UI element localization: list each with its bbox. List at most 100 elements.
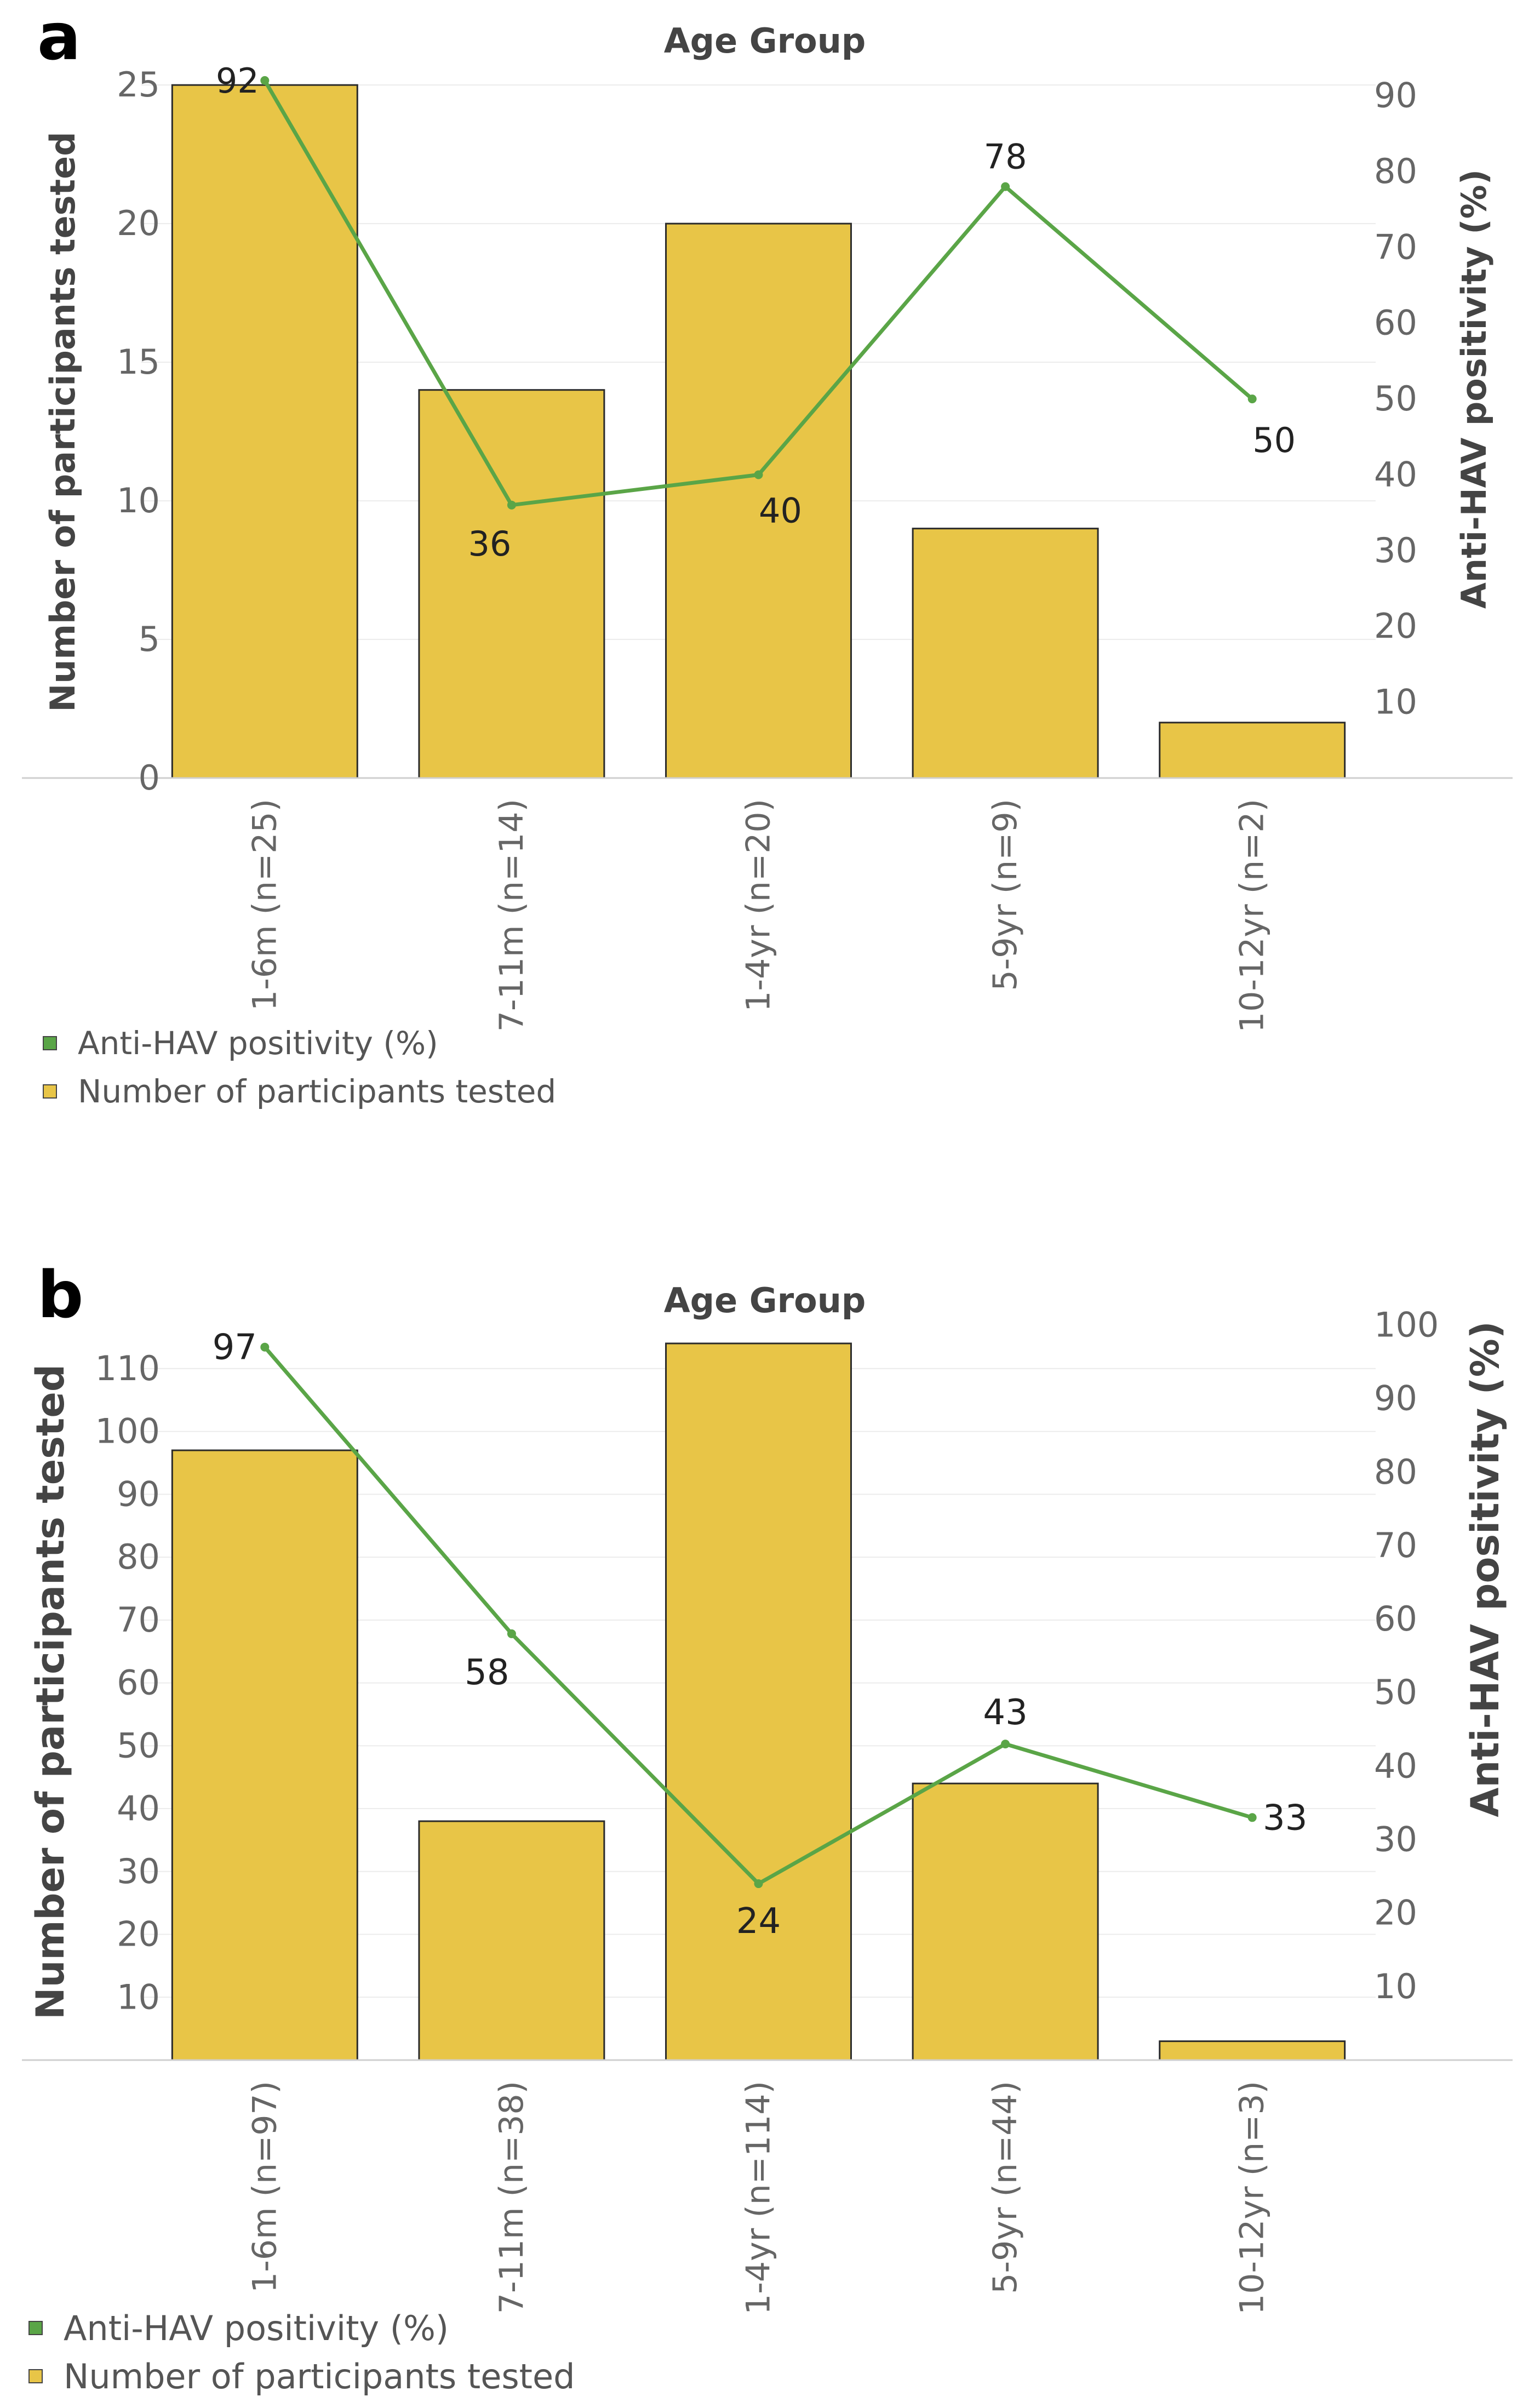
right-tick-label: 20: [1374, 606, 1417, 646]
legend-bar-swatch: [43, 1084, 57, 1099]
right-tick-label: 100: [1374, 1305, 1439, 1345]
left-tick-label: 110: [95, 1348, 160, 1388]
chart-b-legend: Anti-HAV positivity (%) Number of partic…: [28, 2304, 575, 2400]
left-tick-label: 20: [117, 203, 160, 243]
panel-letter-a: a: [37, 0, 81, 75]
right-tick-label: 70: [1374, 1525, 1417, 1565]
right-tick-label: 10: [1374, 1966, 1417, 2006]
left-tick-label: 0: [139, 758, 160, 798]
chart-b-plot: 10 20 30 40 50 60 70 80 90 100 110 10 20 30 40 50 60 70 80…: [22, 1305, 1513, 2315]
category-label: 1-6m (n=25): [245, 799, 284, 1011]
legend-line-swatch: [43, 1036, 57, 1050]
line-point-5: [1247, 394, 1257, 404]
category-label: 7-11m (n=38): [493, 2081, 531, 2314]
bar-5: [1159, 2040, 1346, 2061]
bar-5: [1159, 722, 1346, 779]
right-tick-label: 80: [1374, 1452, 1417, 1492]
left-tick-label: 60: [117, 1663, 160, 1703]
left-tick-label: 5: [139, 619, 160, 659]
left-tick-label: 40: [117, 1788, 160, 1828]
right-tick-label: 30: [1374, 530, 1417, 570]
right-tick-label: 80: [1374, 151, 1417, 191]
bar-2: [418, 389, 605, 779]
category-label: 5-9yr (n=9): [986, 799, 1024, 991]
right-tick-label: 50: [1374, 1672, 1417, 1712]
data-label: 78: [984, 137, 1027, 177]
data-label: 24: [736, 1901, 781, 1942]
bar-3: [665, 1342, 852, 2061]
data-label: 36: [468, 524, 511, 564]
left-tick-label: 50: [117, 1725, 160, 1765]
legend-line-label: Anti-HAV positivity (%): [78, 1025, 438, 1062]
chart-a-right-axis-title: Anti-HAV positivity (%): [1454, 169, 1494, 609]
left-tick-label: 25: [117, 65, 160, 105]
legend-line-label: Anti-HAV positivity (%): [64, 2308, 449, 2348]
data-label: 40: [759, 490, 802, 530]
legend-item-bar: Number of participants tested: [43, 1067, 556, 1116]
panel-letter-b: b: [37, 1257, 83, 1332]
bar-4: [912, 1782, 1099, 2061]
right-tick-label: 90: [1374, 1379, 1417, 1419]
line-point-1: [260, 76, 270, 85]
category-label: 1-4yr (n=20): [740, 799, 778, 1012]
left-tick-label: 10: [117, 1977, 160, 2017]
category-label: 10-12yr (n=2): [1233, 799, 1272, 1033]
data-label: 33: [1263, 1798, 1307, 1838]
right-tick-label: 90: [1374, 76, 1417, 116]
right-tick-label: 40: [1374, 454, 1417, 494]
line-point-4: [1001, 182, 1010, 191]
bar-2: [418, 1820, 605, 2061]
category-label: 10-12yr (n=3): [1233, 2081, 1272, 2315]
line-point-3: [754, 1879, 763, 1889]
right-tick-label: 70: [1374, 227, 1417, 267]
chart-b-left-axis-title: Number of participants tested: [28, 1364, 73, 2020]
line-point-4: [1001, 1740, 1010, 1749]
bar-3: [665, 222, 852, 779]
legend-bar-label: Number of participants tested: [78, 1073, 557, 1110]
line-point-5: [1247, 1813, 1257, 1822]
chart-a-plot: 0 5 10 15 20 25 10 20 30 40 50 60 70 80 90 1-6m (n=25) 7…: [22, 61, 1513, 1033]
line-point-1: [260, 1342, 270, 1352]
chart-a-title: Age Group: [664, 21, 866, 61]
legend-line-swatch: [28, 2321, 43, 2335]
legend-item-bar: Number of participants tested: [28, 2352, 575, 2400]
chart-a-left-axis-title: Number of participants tested: [43, 131, 83, 712]
chart-b-title: Age Group: [664, 1280, 866, 1320]
right-tick-label: 60: [1374, 1599, 1417, 1639]
left-tick-label: 80: [117, 1537, 160, 1577]
right-tick-label: 50: [1374, 379, 1417, 419]
line-point-3: [754, 470, 763, 479]
data-label: 43: [983, 1692, 1027, 1733]
right-tick-label: 60: [1374, 303, 1417, 343]
category-label: 7-11m (n=14): [493, 799, 531, 1032]
right-tick-label: 40: [1374, 1746, 1417, 1786]
data-label: 97: [213, 1328, 257, 1368]
legend-item-line: Anti-HAV positivity (%): [43, 1019, 556, 1067]
category-label: 5-9yr (n=44): [986, 2081, 1024, 2294]
left-tick-label: 20: [117, 1914, 160, 1954]
left-tick-label: 100: [95, 1411, 160, 1451]
bar-1: [171, 1449, 358, 2061]
category-label: 1-6m (n=97): [245, 2081, 284, 2293]
bar-1: [171, 84, 358, 779]
data-label: 58: [465, 1652, 509, 1693]
left-tick-label: 10: [117, 481, 160, 521]
category-label: 1-4yr (n=114): [740, 2081, 778, 2315]
legend-bar-label: Number of participants tested: [64, 2356, 575, 2396]
left-tick-label: 70: [117, 1600, 160, 1640]
left-tick-label: 30: [117, 1851, 160, 1891]
left-tick-label: 90: [117, 1474, 160, 1514]
right-tick-label: 10: [1374, 682, 1417, 722]
right-tick-label: 30: [1374, 1820, 1417, 1860]
chart-a-legend: Anti-HAV positivity (%) Number of partic…: [43, 1019, 556, 1116]
bar-4: [912, 528, 1099, 779]
data-label: 92: [216, 61, 259, 101]
data-label: 50: [1252, 420, 1296, 460]
legend-item-line: Anti-HAV positivity (%): [28, 2304, 575, 2352]
right-tick-label: 20: [1374, 1893, 1417, 1933]
line-point-2: [507, 1629, 516, 1638]
left-tick-label: 15: [117, 342, 160, 382]
legend-bar-swatch: [28, 2369, 43, 2383]
